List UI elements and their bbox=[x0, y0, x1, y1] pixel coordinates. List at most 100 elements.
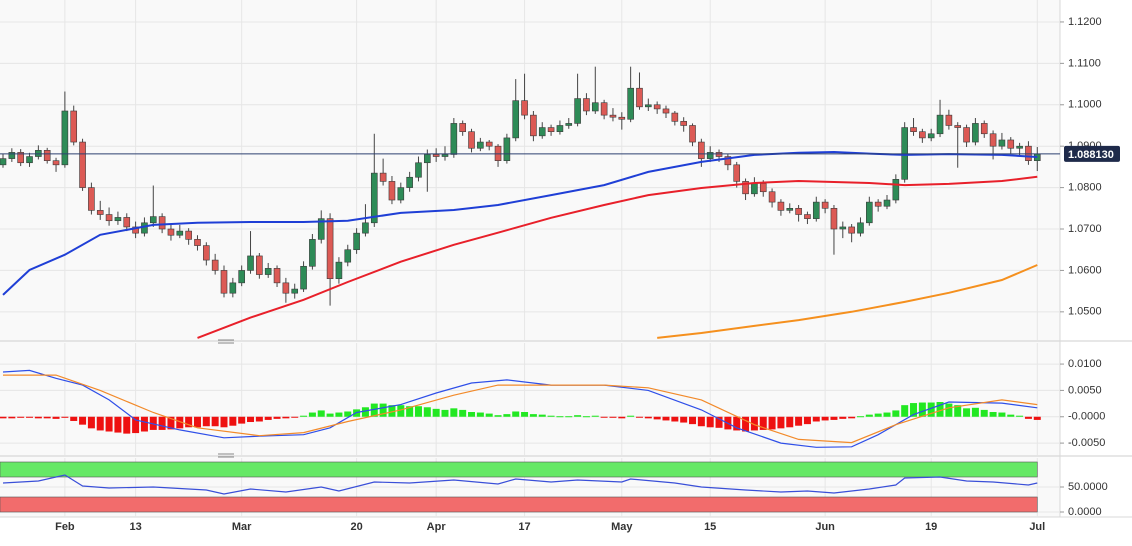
histogram-bar bbox=[291, 416, 299, 418]
candle-body bbox=[309, 239, 316, 267]
histogram-bar bbox=[892, 410, 900, 417]
candle-body bbox=[786, 208, 794, 211]
histogram-bar bbox=[344, 411, 352, 417]
x-tick-label: 19 bbox=[925, 521, 937, 533]
candle-body bbox=[406, 176, 413, 188]
x-tick-label: Apr bbox=[427, 521, 447, 533]
histogram-bar bbox=[971, 407, 979, 417]
x-tick-label: 13 bbox=[129, 521, 141, 533]
candle-body bbox=[203, 245, 210, 261]
histogram-bar bbox=[176, 416, 184, 429]
candle-body bbox=[96, 210, 104, 215]
candle-body bbox=[185, 230, 192, 240]
candle-body bbox=[441, 154, 449, 157]
candle-body bbox=[79, 141, 86, 188]
candle-body bbox=[866, 201, 873, 224]
histogram-bar bbox=[591, 415, 599, 417]
histogram-bar bbox=[17, 416, 25, 418]
histogram-bar bbox=[26, 416, 34, 418]
candle-body bbox=[123, 217, 131, 228]
candle-body bbox=[857, 222, 864, 234]
histogram-bar bbox=[300, 415, 308, 417]
candle-body bbox=[211, 259, 219, 271]
candle-body bbox=[671, 112, 679, 122]
histogram-bar bbox=[910, 403, 918, 417]
y-tick-label: 1.1200 bbox=[1068, 16, 1102, 28]
candle-body bbox=[450, 123, 458, 155]
histogram-bar bbox=[803, 416, 811, 425]
histogram-bar bbox=[980, 409, 988, 417]
candle-body bbox=[583, 98, 590, 112]
histogram-bar bbox=[574, 415, 582, 417]
x-tick-label: Mar bbox=[232, 521, 252, 533]
resize-handle[interactable] bbox=[218, 453, 234, 458]
candle-body bbox=[715, 152, 723, 157]
candle-body bbox=[848, 226, 855, 234]
candle-body bbox=[910, 127, 917, 132]
candle-body bbox=[415, 162, 422, 178]
candle-body bbox=[379, 172, 387, 182]
zone-band bbox=[0, 496, 1038, 513]
histogram-bar bbox=[689, 416, 697, 425]
candle-body bbox=[167, 228, 175, 236]
histogram-bar bbox=[715, 416, 723, 428]
histogram-bar bbox=[812, 416, 820, 422]
histogram-bar bbox=[114, 416, 122, 433]
y-tick-label: -0.0050 bbox=[1068, 437, 1105, 449]
x-tick-label: 20 bbox=[350, 521, 362, 533]
candle-body bbox=[919, 131, 926, 139]
histogram-bar bbox=[414, 406, 422, 417]
histogram-bar bbox=[140, 416, 148, 432]
histogram-bar bbox=[247, 416, 255, 423]
histogram-bar bbox=[123, 416, 131, 434]
histogram-bar bbox=[61, 416, 69, 418]
histogram-bar bbox=[777, 416, 785, 429]
candle-body bbox=[459, 123, 466, 132]
histogram-bar bbox=[485, 413, 493, 417]
candle-body bbox=[132, 226, 139, 234]
candle-body bbox=[689, 125, 696, 143]
histogram-bar bbox=[406, 406, 414, 417]
histogram-bar bbox=[105, 416, 113, 432]
candle-body bbox=[43, 150, 51, 161]
histogram-bar bbox=[635, 416, 643, 418]
y-tick-label: 1.0500 bbox=[1068, 306, 1102, 318]
histogram-bar bbox=[963, 408, 971, 417]
histogram-bar bbox=[786, 416, 794, 428]
candle-body bbox=[114, 217, 122, 222]
candle-body bbox=[927, 133, 935, 139]
candle-body bbox=[468, 131, 475, 149]
indicator-line bbox=[3, 374, 1038, 444]
y-tick-label: 1.0800 bbox=[1068, 182, 1102, 194]
histogram-bar bbox=[220, 416, 228, 428]
resize-handle[interactable] bbox=[218, 339, 234, 344]
histogram-bar bbox=[627, 415, 635, 417]
candle-body bbox=[8, 152, 16, 159]
histogram-bar bbox=[830, 416, 838, 420]
histogram-bar bbox=[308, 412, 316, 417]
candle-body bbox=[989, 133, 997, 147]
candle-body bbox=[291, 288, 299, 294]
histogram-bar bbox=[529, 414, 537, 417]
candle-body bbox=[565, 123, 573, 126]
candle-body bbox=[751, 183, 758, 195]
histogram-bar bbox=[282, 416, 290, 419]
histogram-bar bbox=[397, 405, 405, 417]
marks-layer bbox=[0, 461, 1038, 513]
histogram-bar bbox=[70, 416, 78, 421]
x-tick-label: Jun bbox=[815, 521, 835, 533]
candle-body bbox=[176, 230, 184, 236]
candle-body bbox=[733, 164, 741, 182]
histogram-bar bbox=[1016, 415, 1024, 417]
candle-body bbox=[680, 121, 687, 126]
histogram-bar bbox=[512, 411, 520, 417]
x-tick-label: 15 bbox=[704, 521, 716, 533]
candle-body bbox=[70, 110, 78, 143]
candle-body bbox=[326, 218, 334, 280]
candle-body bbox=[300, 265, 307, 290]
candle-body bbox=[839, 226, 847, 230]
histogram-bar bbox=[954, 405, 962, 417]
candle-body bbox=[795, 208, 802, 215]
histogram-bar bbox=[273, 416, 281, 419]
histogram-bar bbox=[795, 416, 803, 426]
